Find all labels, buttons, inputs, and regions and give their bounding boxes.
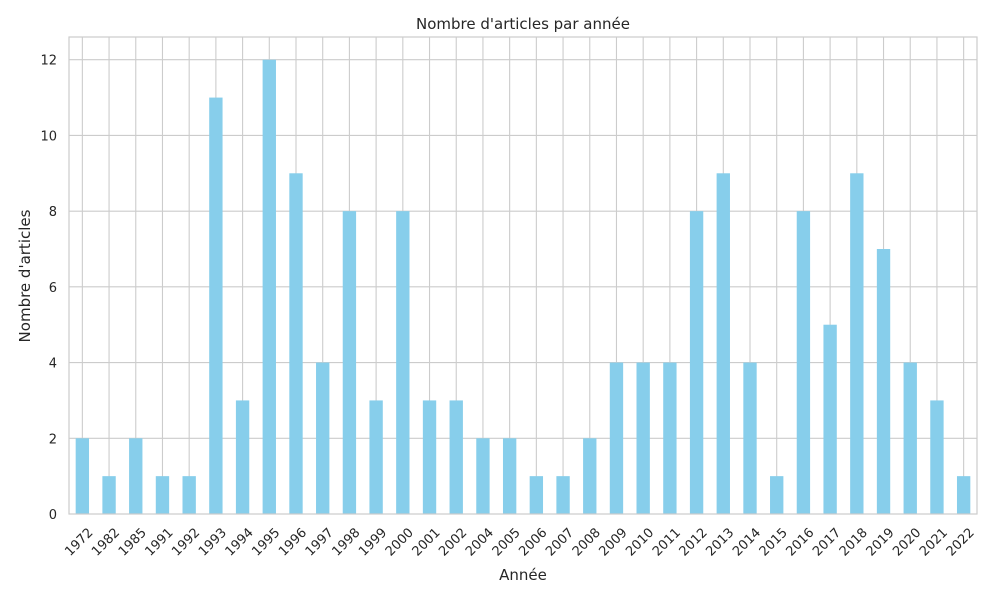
x-tick-label: 2002 [436, 525, 470, 559]
bar-1992 [182, 476, 196, 514]
bar-1985 [129, 438, 143, 514]
plot-frame [68, 36, 978, 515]
x-tick-label: 1995 [249, 525, 283, 559]
x-tick-label: 2005 [490, 525, 524, 559]
y-axis-label: Nombre d'articles [16, 209, 34, 342]
x-tick-label: 1991 [143, 525, 177, 559]
bar-2013 [716, 173, 730, 515]
y-tick-label: 10 [40, 129, 57, 144]
bar-1972 [75, 438, 90, 514]
x-tick-label: 2006 [516, 525, 550, 559]
x-tick-label: 2000 [383, 525, 417, 559]
x-tick-label: 1985 [116, 525, 150, 559]
bar-1982 [102, 476, 116, 514]
bar-2011 [663, 362, 677, 514]
x-tick-label: 2004 [463, 525, 497, 559]
x-tick-label: 1992 [169, 525, 203, 559]
bar-2007 [556, 476, 570, 514]
bar-1998 [342, 211, 357, 514]
x-tick-label: 2019 [864, 525, 898, 559]
x-tick-label: 2014 [730, 525, 764, 559]
y-tick-labels: 0 2 4 6 8 10 12 [40, 54, 57, 523]
y-tick-label: 2 [49, 432, 57, 447]
x-tick-label: 1998 [329, 525, 363, 559]
bar-1993 [209, 97, 223, 515]
bar-2009 [609, 362, 624, 514]
bar-2010 [636, 362, 650, 514]
bar-2017 [823, 324, 837, 514]
bar-2005 [502, 438, 517, 514]
x-tick-label: 1999 [356, 525, 390, 559]
bar-1991 [155, 476, 170, 514]
chart-title: Nombre d'articles par année [416, 15, 630, 33]
x-tick-label: 2022 [944, 525, 978, 559]
bar-1995 [262, 59, 276, 514]
bar-1996 [289, 173, 303, 515]
x-tick-labels: 1972198219851991199219931994199519961997… [62, 525, 977, 559]
y-tick-label: 6 [49, 281, 57, 296]
x-axis-label: Année [499, 566, 547, 584]
x-tick-label: 2021 [917, 525, 951, 559]
x-tick-label: 2012 [677, 525, 711, 559]
bar-2015 [770, 476, 784, 514]
bar-2016 [796, 211, 811, 514]
bar-2006 [529, 476, 544, 514]
bar-2002 [449, 400, 463, 514]
x-tick-label: 2009 [597, 525, 631, 559]
x-tick-label: 2007 [543, 525, 577, 559]
plot-background [69, 37, 977, 514]
bar-2018 [850, 173, 864, 515]
bar-2000 [396, 211, 410, 514]
bar-1997 [316, 362, 330, 514]
bar-2012 [689, 211, 704, 514]
bar-2019 [876, 249, 891, 514]
x-tick-label: 1993 [196, 525, 230, 559]
x-tick-label: 2013 [703, 525, 737, 559]
x-tick-label: 1982 [89, 525, 123, 559]
y-tick-label: 4 [49, 357, 57, 372]
x-tick-label: 2011 [650, 525, 684, 559]
x-tick-label: 2018 [837, 525, 871, 559]
x-tick-label: 2010 [623, 525, 657, 559]
x-tick-label: 2008 [570, 525, 604, 559]
x-tick-label: 1997 [303, 525, 337, 559]
x-tick-label: 1996 [276, 525, 310, 559]
x-tick-label: 2020 [890, 525, 924, 559]
bar-2021 [930, 400, 944, 514]
bar-1994 [235, 400, 250, 514]
x-tick-label: 1994 [223, 525, 257, 559]
x-tick-label: 2017 [810, 525, 844, 559]
y-tick-label: 8 [49, 205, 57, 220]
bar-2022 [956, 476, 971, 514]
bar-2014 [743, 362, 757, 514]
y-tick-label: 0 [49, 508, 57, 523]
x-tick-label: 2016 [783, 525, 817, 559]
x-tick-label: 1972 [62, 525, 96, 559]
bar-1999 [369, 400, 383, 514]
x-tick-label: 2015 [757, 525, 791, 559]
bar-2008 [583, 438, 597, 514]
x-tick-label: 2001 [410, 525, 444, 559]
bar-2020 [903, 362, 917, 514]
bars [75, 59, 971, 515]
y-tick-label: 12 [40, 54, 57, 69]
bar-2001 [422, 400, 437, 514]
bar-2004 [476, 438, 490, 514]
